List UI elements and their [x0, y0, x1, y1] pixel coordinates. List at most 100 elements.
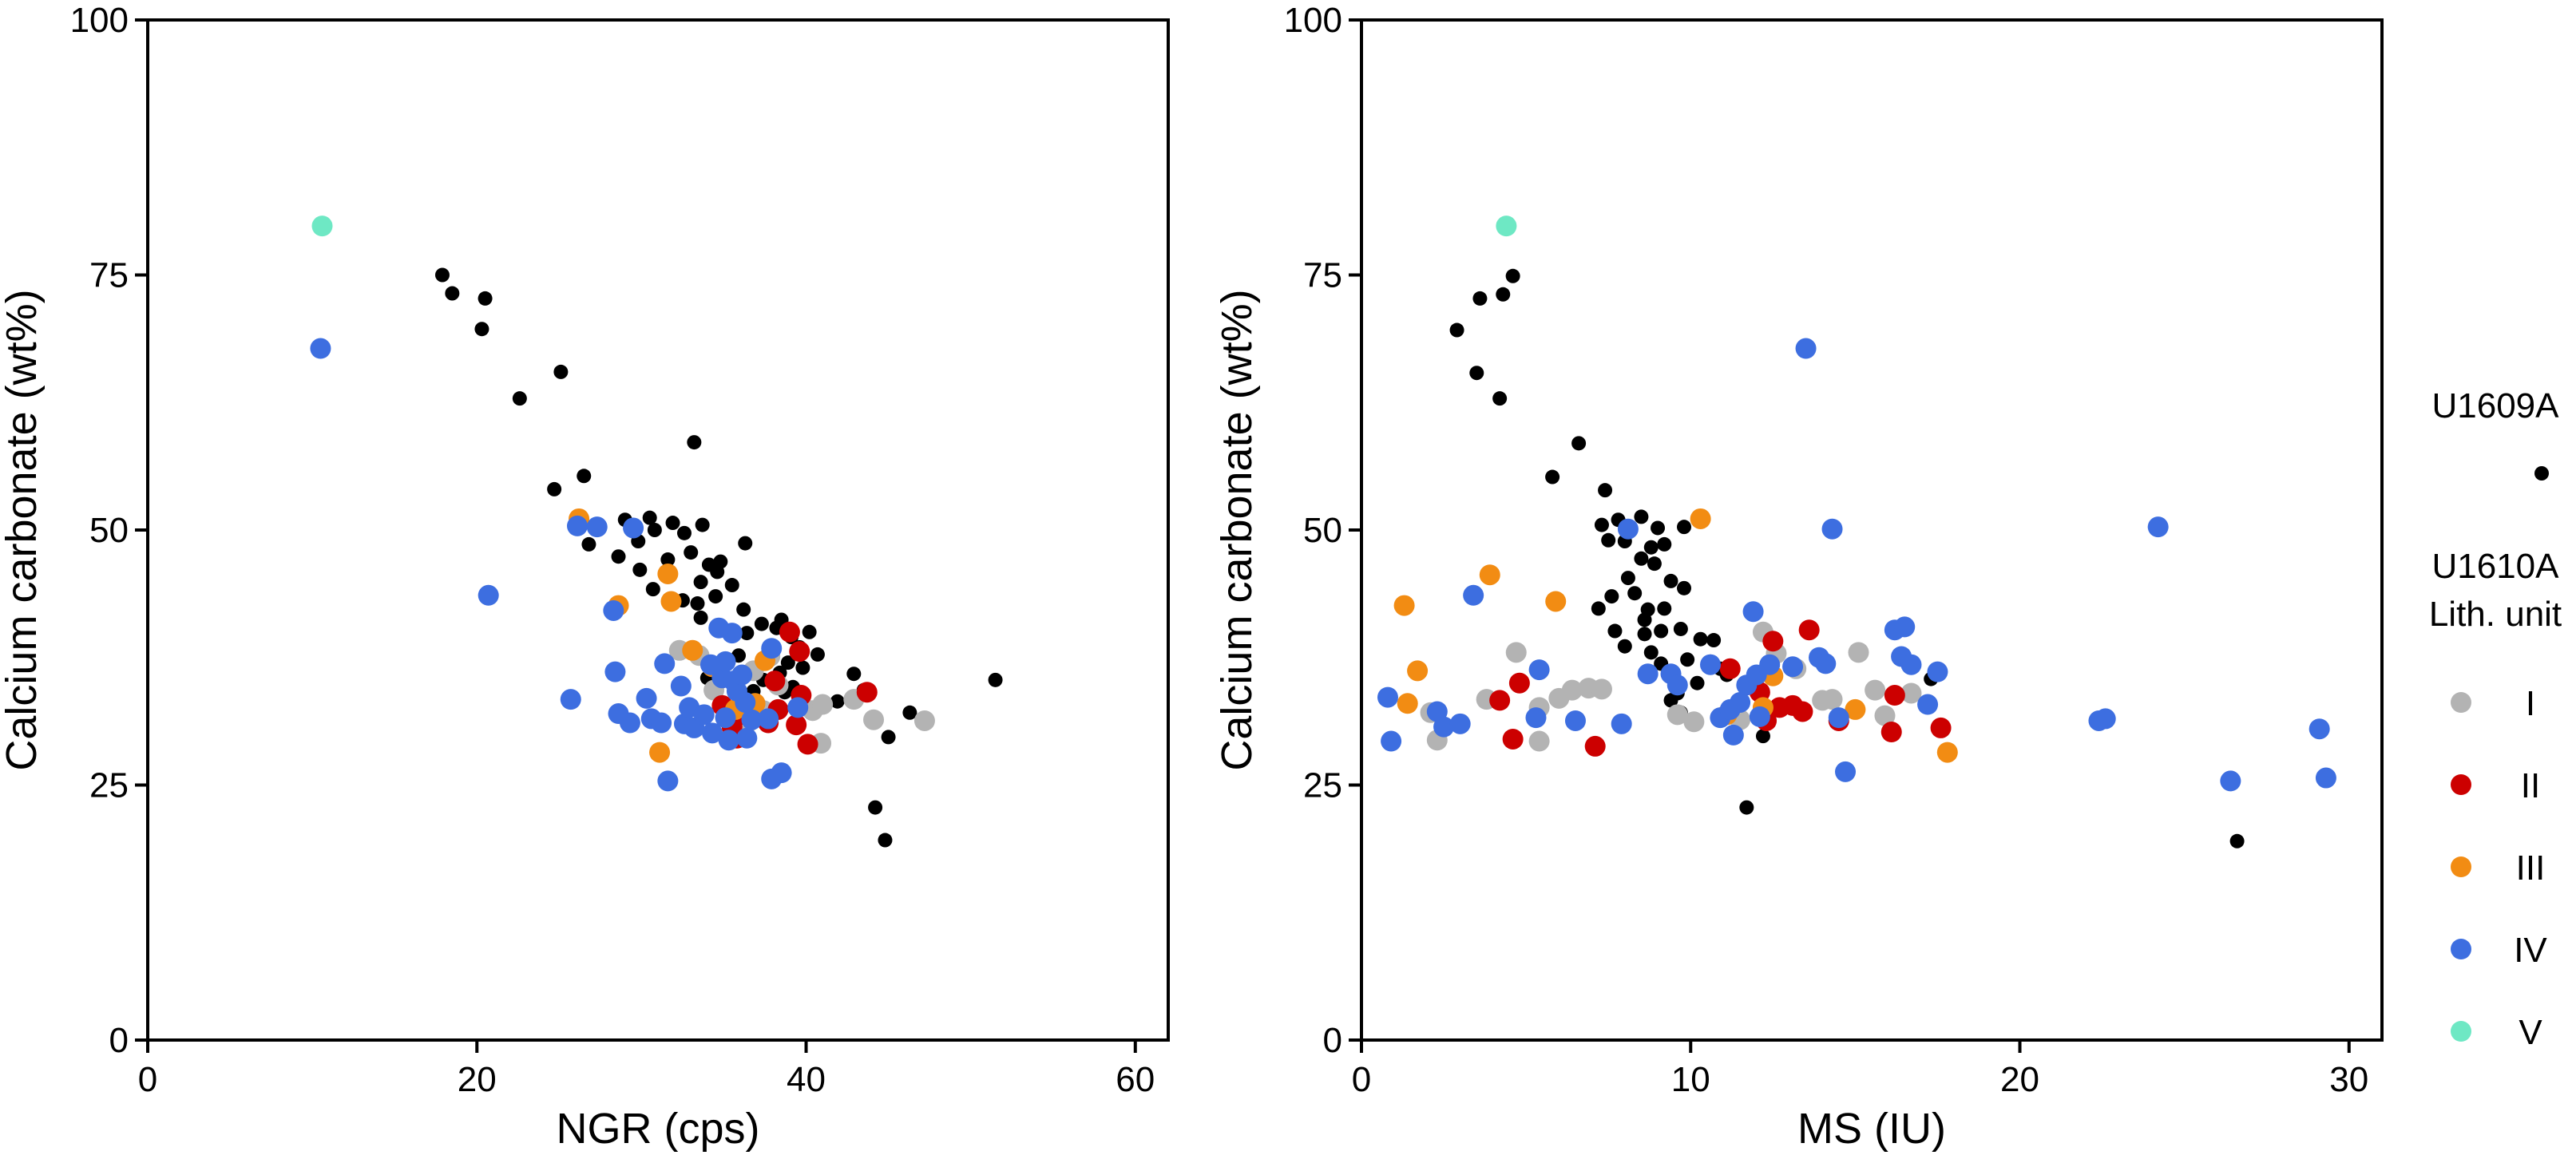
ms-point-u1609a-14 — [1601, 532, 1616, 548]
ms-point-i-10 — [1666, 704, 1688, 726]
ngr-points — [310, 216, 1003, 848]
ms-point-iv-18 — [1730, 691, 1751, 713]
ms-plot-frame — [1360, 18, 2384, 1042]
ms-point-iii-1 — [1397, 693, 1418, 714]
ms-point-u1609a-31 — [1637, 627, 1652, 642]
ngr-point-iii-3 — [660, 591, 682, 612]
ms-point-u1609a-28 — [1637, 612, 1652, 627]
ms-point-iii-8 — [1845, 698, 1866, 720]
legend-label-unit-v: V — [2519, 1013, 2542, 1052]
ms-point-iii-9 — [1936, 742, 1958, 763]
ngr-point-iv-33 — [771, 762, 792, 784]
ms-point-u1609a-39 — [1690, 675, 1705, 690]
ngr-point-iv-23 — [718, 730, 739, 751]
legend-site-u1610a: U1610A — [2431, 547, 2559, 586]
ngr-point-u1609a-35 — [780, 655, 795, 670]
ngr-point-iv-38 — [735, 691, 756, 713]
ms-point-u1609a-23 — [1627, 586, 1643, 601]
ms-y-tick-label-1: 25 — [1303, 766, 1342, 805]
ms-point-u1609a-12 — [1651, 520, 1666, 536]
ngr-point-iii-4 — [649, 742, 671, 763]
ngr-point-iv-6 — [604, 661, 626, 682]
ngr-x-tick-label-2: 40 — [787, 1060, 826, 1099]
ms-point-ii-0 — [1489, 690, 1511, 711]
ms-point-iv-28 — [1821, 518, 1843, 540]
ngr-point-u1609a-19 — [738, 536, 753, 551]
ngr-point-u1609a-5 — [553, 364, 569, 379]
legend-marker-unit-iii — [2451, 856, 2471, 877]
ms-point-u1609a-29 — [1654, 623, 1669, 639]
ngr-point-u1609a-53 — [868, 800, 883, 815]
ms-point-iv-9 — [1611, 713, 1632, 734]
ms-point-ii-7 — [1762, 631, 1784, 652]
ms-point-u1609a-5 — [1492, 391, 1508, 406]
ngr-point-iv-4 — [623, 517, 644, 539]
ms-point-iii-2 — [1407, 660, 1429, 682]
ngr-point-iv-34 — [758, 708, 779, 730]
ngr-point-iv-14 — [670, 675, 692, 697]
ngr-point-u1609a-1 — [445, 286, 460, 301]
ms-point-v-0 — [1496, 216, 1517, 237]
ms-point-iv-38 — [2094, 708, 2116, 730]
ms-point-iv-25 — [1795, 338, 1817, 359]
ms-point-iv-36 — [1927, 661, 1948, 682]
ms-point-iv-29 — [1828, 707, 1849, 729]
ngr-point-iii-9 — [682, 639, 703, 661]
ms-point-iii-0 — [1393, 595, 1415, 616]
ngr-point-iv-0 — [310, 338, 331, 359]
legend-marker-unit-ii — [2451, 774, 2471, 795]
ms-point-u1609a-35 — [1693, 631, 1708, 647]
ms-point-u1609a-22 — [1604, 589, 1619, 604]
ms-point-iv-40 — [2220, 770, 2241, 792]
ms-point-ii-13 — [1880, 722, 1902, 743]
ms-y-ticks: 0 25 50 75 100 — [1284, 1, 1361, 1060]
ms-point-iv-1 — [1381, 730, 1402, 752]
ngr-point-u1609a-28 — [754, 616, 769, 631]
ms-point-iv-3 — [1433, 716, 1455, 738]
ms-point-u1609a-30 — [1673, 621, 1688, 636]
ngr-point-iv-12 — [651, 712, 672, 734]
ngr-point-u1609a-47 — [632, 562, 648, 577]
ngr-point-i-9 — [863, 709, 885, 730]
ngr-point-u1609a-23 — [710, 564, 725, 580]
ngr-panel: 0 20 40 60 0 25 50 75 100 NGR (cps) Calcium car… — [0, 1, 1170, 1153]
ms-point-iv-11 — [1637, 663, 1659, 685]
ms-x-tick-label-3: 30 — [2329, 1060, 2368, 1099]
ngr-point-iv-5 — [603, 599, 624, 621]
ngr-point-u1609a-10 — [611, 549, 626, 564]
ngr-point-iv-28 — [741, 709, 763, 730]
ngr-point-iv-37 — [715, 651, 736, 672]
ms-point-iv-35 — [1917, 694, 1939, 715]
ngr-point-u1609a-52 — [881, 730, 896, 745]
ms-points — [1377, 216, 2336, 848]
ms-point-iv-13 — [1666, 674, 1688, 696]
ms-point-ii-14 — [1884, 685, 1905, 706]
ngr-y-tick-label-3: 75 — [89, 256, 129, 295]
ngr-x-ticks: 0 20 40 60 — [138, 1040, 1155, 1099]
ms-y-tick-label-2: 50 — [1303, 511, 1342, 550]
ngr-point-i-10 — [913, 710, 935, 731]
legend-marker-unit-v — [2451, 1021, 2471, 1042]
ms-point-u1609a-36 — [1706, 633, 1722, 648]
ms-point-u1609a-6 — [1571, 436, 1587, 451]
ms-point-iv-20 — [1742, 601, 1764, 623]
ms-point-iv-8 — [1564, 710, 1586, 731]
ngr-point-u1609a-24 — [724, 578, 739, 593]
ngr-point-u1609a-17 — [695, 517, 710, 532]
ms-point-iv-7 — [1528, 659, 1550, 681]
ngr-point-u1609a-2 — [478, 291, 493, 306]
legend-label-unit-ii: II — [2521, 766, 2540, 805]
ms-point-iv-22 — [1749, 706, 1770, 727]
ms-x-tick-label-2: 20 — [2000, 1060, 2039, 1099]
ngr-y-tick-label-4: 100 — [70, 1, 129, 40]
ngr-point-iv-35 — [787, 697, 809, 718]
ms-point-iv-6 — [1525, 707, 1547, 729]
ngr-y-axis-title: Calcium carbonate (wt%) — [0, 289, 46, 770]
ngr-point-iv-2 — [566, 515, 588, 536]
ms-point-u1609a-43 — [1755, 729, 1770, 744]
ms-point-u1609a-4 — [1469, 366, 1484, 381]
ngr-y-tick-label-2: 50 — [89, 511, 129, 550]
ngr-point-u1609a-25 — [693, 575, 708, 590]
ngr-point-u1609a-15 — [665, 516, 680, 531]
ms-point-u1609a-11 — [1634, 509, 1649, 524]
